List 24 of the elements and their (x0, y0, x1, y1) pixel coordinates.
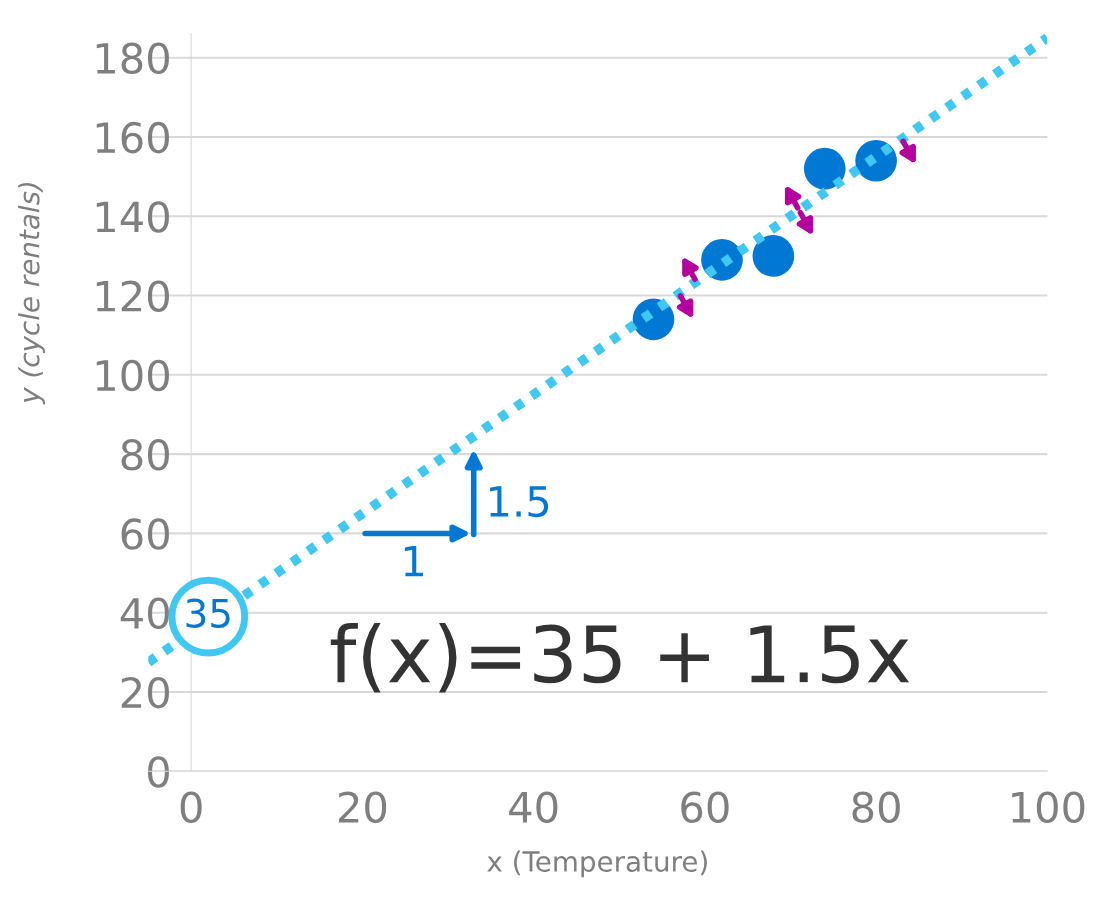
annotation: 35 (186, 598, 230, 628)
x-tick-label: 60 (681, 791, 729, 823)
y-tick-label: 140 (96, 201, 169, 233)
x-tick-label: 100 (1012, 791, 1085, 823)
y-tick-label: 100 (96, 359, 169, 392)
y-tick-label: 40 (120, 597, 169, 630)
x-tick-label: 20 (338, 791, 387, 823)
annotation: f(x)=35 + 1.5x (330, 623, 910, 693)
y-axis-title: y (cycle rentals) (18, 182, 45, 405)
x-axis-title: x (Temperature) (487, 850, 707, 878)
point (803, 147, 846, 190)
annotation: 1 (404, 545, 423, 577)
x-tick-label: 0 (180, 791, 202, 823)
y-tick-label: 120 (96, 280, 169, 312)
annotation: 1.5 (490, 486, 549, 518)
y-tick-label: 180 (96, 42, 169, 75)
y-tick-label: 0 (147, 756, 169, 788)
x-tick-label: 40 (509, 791, 558, 823)
x-tick-label: 80 (852, 791, 900, 823)
y-tick-label: 160 (96, 121, 169, 154)
y-tick-label: 80 (121, 439, 169, 471)
point (752, 235, 795, 277)
y-tick-label: 20 (121, 676, 169, 709)
y-tick-label: 60 (121, 518, 169, 550)
